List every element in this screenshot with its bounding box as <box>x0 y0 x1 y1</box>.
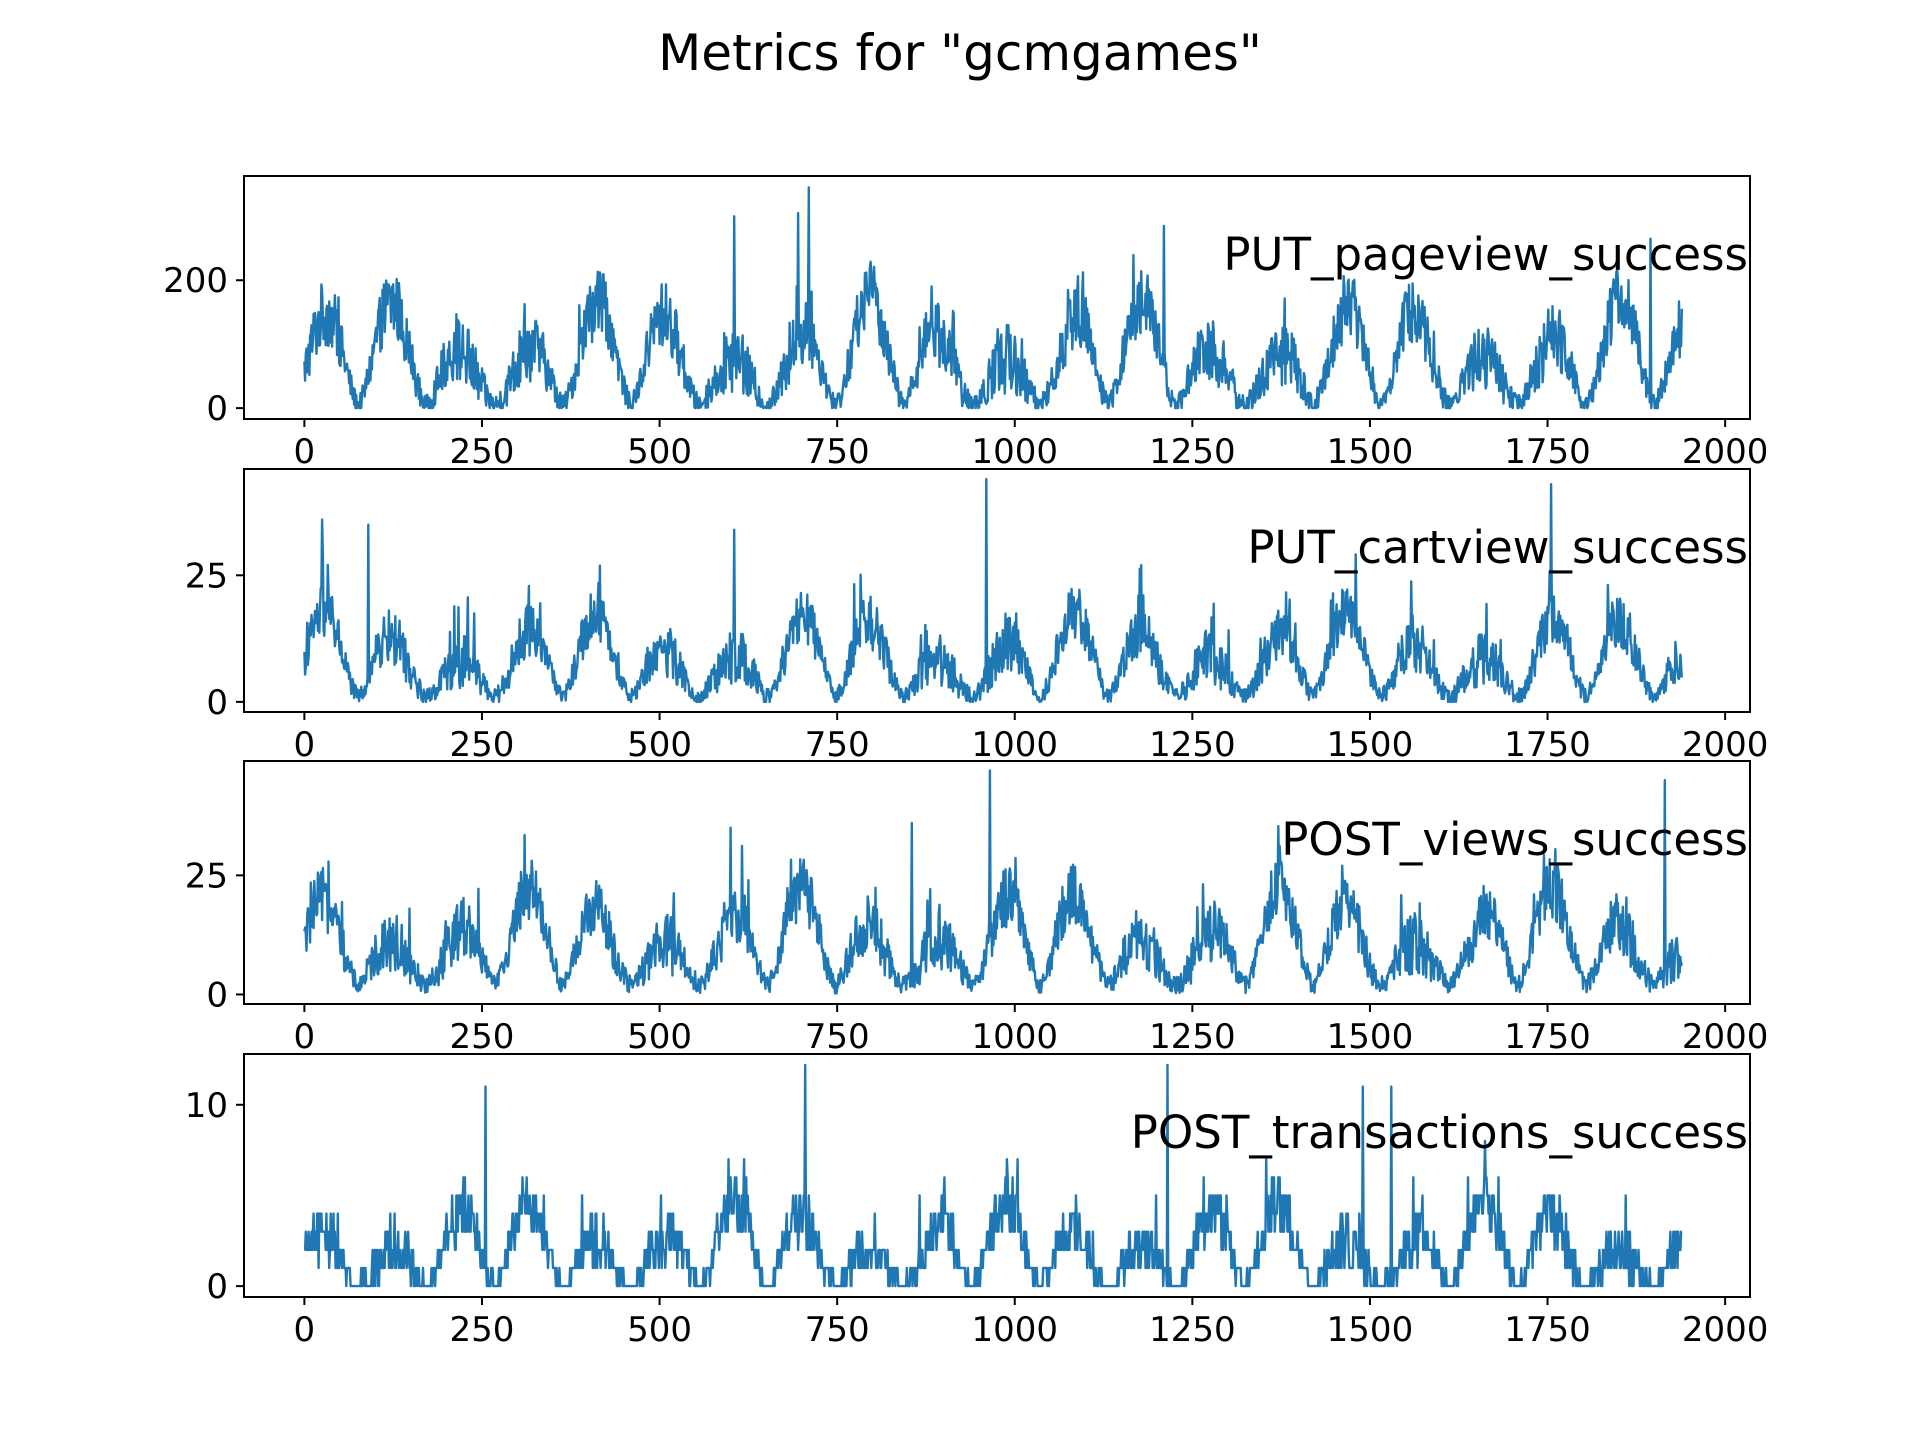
subplots: 0 250 500 750 1000 1250 1500 1750 20000200PUT_pa… <box>163 175 1769 1350</box>
series-label: POST_views_success <box>1281 813 1748 866</box>
y-tick-label: 10 <box>185 1086 228 1126</box>
x-tick-label: 1750 <box>1504 725 1591 765</box>
axes-frame <box>243 1053 1751 1298</box>
x-tick-label: 1000 <box>971 725 1058 765</box>
x-tick-label: 1500 <box>1327 725 1414 765</box>
axes-frame <box>243 175 1751 420</box>
y-tick-label: 200 <box>163 261 228 301</box>
x-tick-label: 1000 <box>971 1310 1058 1350</box>
x-tick-label: 2000 <box>1682 1310 1769 1350</box>
x-tick-label: 1250 <box>1149 1017 1236 1057</box>
y-tick-label: 25 <box>185 856 228 896</box>
x-tick-label: 1500 <box>1327 1017 1414 1057</box>
x-tick-label: 1000 <box>971 1017 1058 1057</box>
series-line-2 <box>303 477 1683 704</box>
x-tick-label: 500 <box>627 1310 692 1350</box>
series-label: PUT_pageview_success <box>1223 228 1748 281</box>
x-tick-label: 1750 <box>1504 1017 1591 1057</box>
x-tick-label: 750 <box>805 725 870 765</box>
subplot-3: 0 250 500 750 1000 1250 1500 1750 2000 0 25 POST_vi… <box>185 760 1769 1057</box>
x-tick-label: 0 <box>294 1310 316 1350</box>
series-line-1 <box>303 186 1683 410</box>
y-tick-label: 0 <box>206 389 228 429</box>
series-label: PUT_cartview_success <box>1247 521 1748 574</box>
x-tick-label: 1250 <box>1149 1310 1236 1350</box>
x-tick-label: 250 <box>450 1017 515 1057</box>
x-tick-label: 2000 <box>1682 1017 1769 1057</box>
x-tick-label: 1250 <box>1149 432 1236 472</box>
x-tick-label: 750 <box>805 1017 870 1057</box>
x-tick-label: 1750 <box>1504 432 1591 472</box>
y-tick-label: 25 <box>185 556 228 596</box>
x-tick-label: 1500 <box>1327 432 1414 472</box>
subplot-2: 0 250 500 750 1000 1250 1500 1750 2000 0 25 PUT_car… <box>185 468 1769 765</box>
x-tick-label: 1250 <box>1149 725 1236 765</box>
subplot-4: 0 250 500 750 1000 1250 1500 1750 2000 0 10 POST_tr… <box>185 1053 1769 1350</box>
x-tick-label: 1750 <box>1504 1310 1591 1350</box>
x-tick-label: 0 <box>294 725 316 765</box>
x-tick-label: 1500 <box>1327 1310 1414 1350</box>
y-tick-label: 0 <box>206 1267 228 1307</box>
y-tick-label: 0 <box>206 683 228 723</box>
x-tick-label: 500 <box>627 725 692 765</box>
axes-frame <box>243 468 1751 713</box>
x-tick-label: 1000 <box>971 432 1058 472</box>
subplot-1: 0 250 500 750 1000 1250 1500 1750 2000 0 200 PUT_pa… <box>163 175 1769 472</box>
series-label: POST_transactions_success <box>1131 1106 1748 1159</box>
x-tick-label: 250 <box>450 1310 515 1350</box>
series-line-4 <box>303 1063 1683 1288</box>
x-tick-label: 750 <box>805 432 870 472</box>
x-tick-label: 0 <box>294 432 316 472</box>
x-tick-label: 500 <box>627 432 692 472</box>
figure-title: Metrics for "gcmgames" <box>658 24 1262 82</box>
series-line-3 <box>303 769 1683 995</box>
x-tick-label: 250 <box>450 432 515 472</box>
x-tick-label: 2000 <box>1682 725 1769 765</box>
x-tick-label: 0 <box>294 1017 316 1057</box>
x-tick-label: 250 <box>450 725 515 765</box>
x-tick-label: 500 <box>627 1017 692 1057</box>
x-tick-label: 750 <box>805 1310 870 1350</box>
x-tick-label: 2000 <box>1682 432 1769 472</box>
y-tick-label: 0 <box>206 975 228 1015</box>
axes-frame <box>243 760 1751 1005</box>
